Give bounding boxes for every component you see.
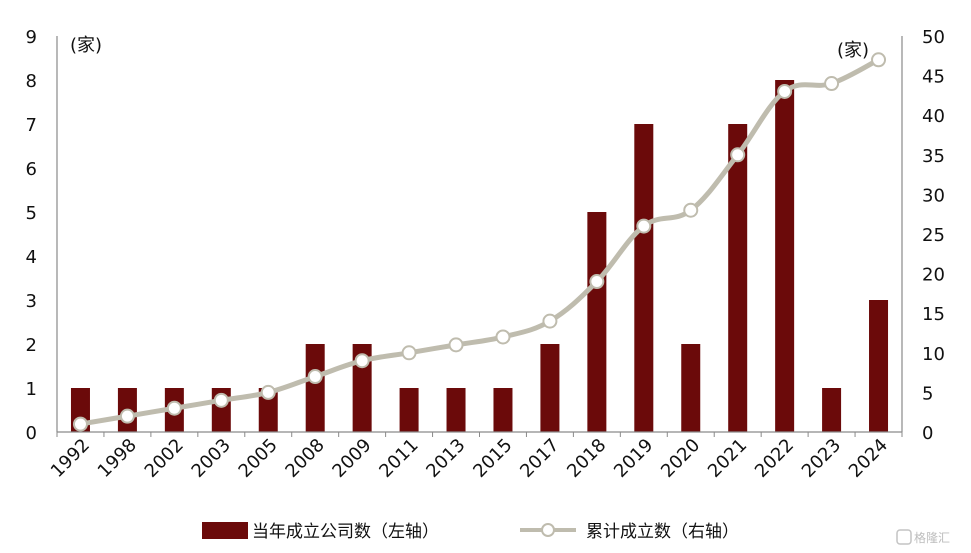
- right-tick-label: 30: [922, 185, 945, 206]
- left-axis-ticks: 0 1 2 3 4 5 6 7 8 9: [26, 27, 37, 444]
- left-tick-label: 3: [26, 291, 37, 312]
- x-tick-label: 2015: [469, 435, 516, 482]
- x-tick-label: 2022: [751, 435, 798, 482]
- bar-2008: [305, 344, 325, 432]
- line-point-2020: [683, 202, 699, 218]
- line-point-2018: [589, 274, 605, 290]
- line-point-2021: [730, 147, 746, 163]
- x-tick-label: 2017: [516, 435, 563, 482]
- x-tick-label: 2020: [657, 435, 704, 482]
- legend: 当年成立公司数（左轴） 累计成立数（右轴）: [202, 522, 739, 542]
- line-point-2022: [777, 83, 793, 99]
- right-tick-label: 35: [922, 146, 945, 167]
- bar-2024: [869, 300, 889, 432]
- line-point-2024: [871, 52, 887, 68]
- bar-2015: [493, 388, 513, 432]
- left-axis-unit: (家): [70, 35, 102, 56]
- x-tick-label: 2002: [141, 435, 188, 482]
- x-tick-label: 2005: [235, 435, 282, 482]
- bar-2022: [775, 80, 795, 432]
- bar-2023: [822, 388, 842, 432]
- right-tick-label: 40: [922, 106, 945, 127]
- bar-2011: [399, 388, 419, 432]
- bar-2020: [681, 344, 701, 432]
- line-point-2013: [448, 337, 464, 353]
- left-tick-label: 6: [26, 159, 37, 180]
- line-point-2003: [213, 392, 229, 408]
- right-axis-unit: (家): [837, 40, 869, 61]
- left-tick-label: 0: [26, 423, 37, 444]
- watermark: 格隆汇: [896, 529, 950, 545]
- left-tick-label: 5: [26, 203, 37, 224]
- bar-2017: [540, 344, 560, 432]
- right-axis-ticks: 0 5 10 15 20 25 30 35 40 45 50: [922, 27, 945, 444]
- right-tick-label: 15: [922, 304, 945, 325]
- legend-line-marker: [541, 523, 555, 537]
- cumulative-line: [77, 57, 882, 427]
- bar-2019: [634, 124, 654, 432]
- right-tick-label: 0: [922, 423, 933, 444]
- line-point-2009: [354, 353, 370, 369]
- axes: [56, 36, 903, 437]
- line-point-2008: [307, 369, 323, 385]
- line-point-2011: [401, 345, 417, 361]
- legend-bar-swatch: [202, 522, 248, 539]
- line-point-2017: [542, 313, 558, 329]
- line-point-2005: [260, 384, 276, 400]
- watermark-logo-icon: [896, 529, 912, 545]
- x-tick-label: 2019: [610, 435, 657, 482]
- bar-2005: [258, 388, 278, 432]
- watermark-text: 格隆汇: [914, 530, 950, 545]
- line-point-2015: [495, 329, 511, 345]
- x-tick-label: 1992: [47, 435, 94, 482]
- x-tick-label: 1998: [94, 435, 141, 482]
- x-tick-label: 2023: [798, 435, 845, 482]
- line-point-2019: [636, 218, 652, 234]
- x-tick-label: 2009: [328, 435, 375, 482]
- right-tick-label: 20: [922, 265, 945, 286]
- left-tick-label: 4: [26, 247, 37, 268]
- legend-bar-label: 当年成立公司数（左轴）: [252, 522, 439, 542]
- right-tick-label: 25: [922, 225, 945, 246]
- right-tick-label: 10: [922, 344, 945, 365]
- x-tick-label: 2013: [422, 435, 469, 482]
- left-tick-label: 2: [26, 335, 37, 356]
- bar-series: [70, 80, 889, 432]
- x-tick-label: 2008: [281, 435, 328, 482]
- line-point-2002: [166, 400, 182, 416]
- line-point-1998: [119, 408, 135, 424]
- left-tick-label: 8: [26, 71, 37, 92]
- x-tick-label: 2021: [704, 435, 751, 482]
- x-tick-label: 2018: [563, 435, 610, 482]
- x-tick-label: 2011: [375, 435, 422, 482]
- bar-2018: [587, 212, 607, 432]
- right-tick-label: 5: [922, 383, 933, 404]
- line-point-2023: [824, 76, 840, 92]
- bar-2021: [728, 124, 748, 432]
- x-tick-label: 2024: [845, 435, 892, 482]
- x-axis-ticks: 1992 1998 2002 2003 2005 2008 2009 2011 2013 2015…: [47, 435, 892, 482]
- line-point-1992: [72, 416, 88, 432]
- left-tick-label: 9: [26, 27, 37, 48]
- legend-line-label: 累计成立数（右轴）: [586, 522, 739, 542]
- left-tick-label: 7: [26, 115, 37, 136]
- x-tick-label: 2003: [188, 435, 235, 482]
- right-tick-label: 45: [922, 67, 945, 88]
- line-series: [72, 52, 887, 432]
- left-tick-label: 1: [26, 379, 37, 400]
- bar-2013: [446, 388, 466, 432]
- right-tick-label: 50: [922, 27, 945, 48]
